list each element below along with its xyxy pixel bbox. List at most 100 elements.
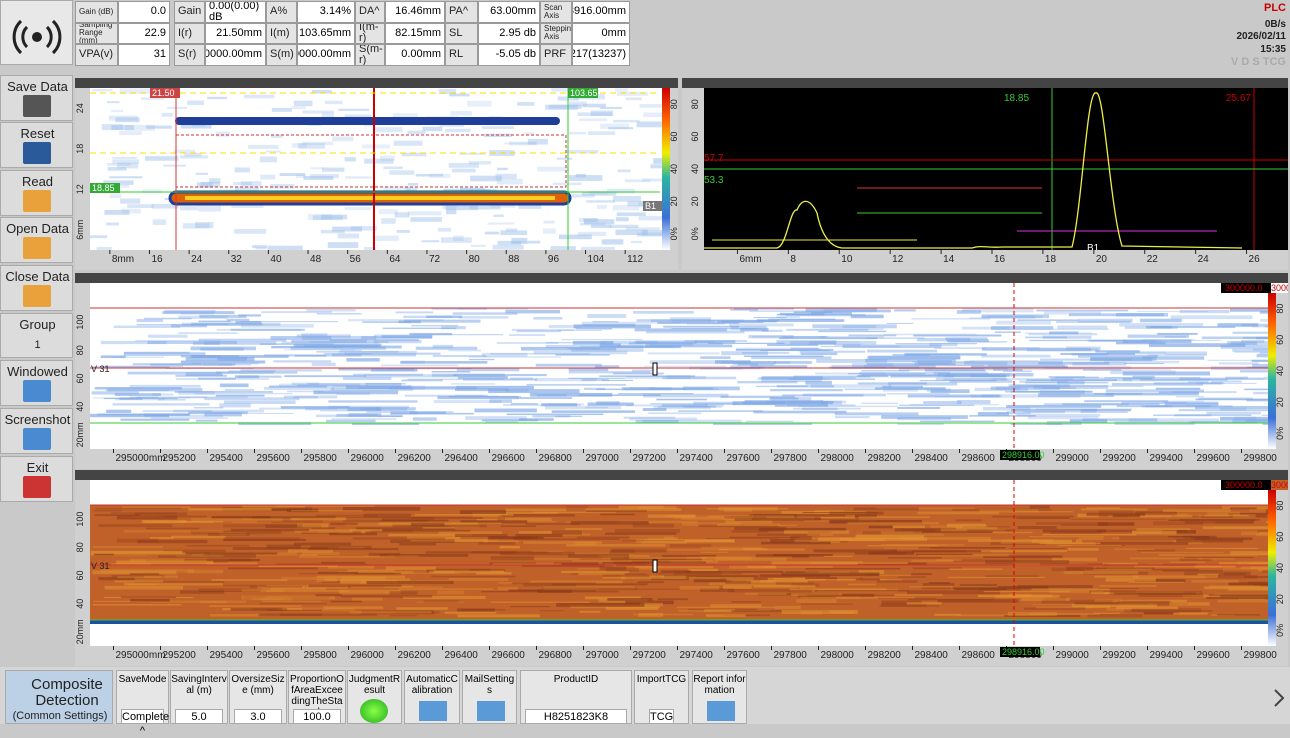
toolbar-item[interactable]: ProportionOfAreaExceedingTheStanda100.0: [288, 670, 346, 724]
x-tick-label: 295800: [304, 650, 338, 661]
sidebar-button[interactable]: Open Data: [0, 217, 73, 263]
panel: 300000.03000V 31295000mm2952002954002956…: [75, 283, 1288, 469]
noise: [235, 375, 259, 378]
x-tick-label: 295400: [210, 453, 244, 464]
next-arrow-icon[interactable]: [1272, 688, 1286, 708]
noise: [122, 209, 141, 214]
noise: [1036, 310, 1128, 312]
noise: [452, 169, 476, 173]
noise: [957, 400, 991, 404]
noise: [1174, 414, 1211, 416]
button-label: Close Data: [1, 269, 74, 284]
toolbar-item[interactable]: AutomaticCalibration: [404, 670, 460, 724]
noise: [431, 576, 515, 578]
noise: [815, 373, 886, 375]
noise: [657, 598, 687, 600]
y-tick-label: 6mm: [75, 220, 85, 240]
noise: [445, 612, 497, 614]
noise: [995, 331, 1021, 332]
sidebar-button[interactable]: Read: [0, 170, 73, 216]
noise: [90, 235, 107, 238]
y-tick-label: 60: [690, 132, 700, 142]
x-tick-label: 297400: [680, 453, 714, 464]
noise: [350, 611, 432, 613]
noise: [602, 239, 624, 244]
noise: [854, 507, 919, 510]
noise: [749, 310, 824, 312]
noise: [557, 158, 572, 160]
noise: [1057, 545, 1121, 546]
noise: [325, 101, 343, 104]
noise: [706, 538, 778, 539]
noise: [345, 176, 372, 178]
top-band: [90, 480, 1270, 505]
noise: [719, 549, 805, 551]
app: Gain (dB)0.0Gain0.00(0.00) dBA%3.14%DA^1…: [0, 0, 1290, 724]
y-tick-label: 80: [75, 542, 85, 552]
noise: [446, 209, 456, 214]
sidebar-button[interactable]: Reset: [0, 122, 73, 168]
toolbar-item[interactable]: SavingInterval (m)5.0: [170, 670, 228, 724]
noise: [395, 311, 433, 313]
noise: [1013, 384, 1070, 387]
param-label: SL: [445, 23, 478, 45]
composite-button[interactable]: Composite Detection(Common Settings): [5, 670, 113, 724]
noise: [386, 566, 436, 569]
noise: [992, 516, 1074, 518]
noise: [725, 581, 751, 584]
sidebar-button[interactable]: Screenshot: [0, 408, 73, 454]
noise: [359, 386, 459, 388]
sidebar-button[interactable]: Close Data: [0, 265, 73, 311]
sidebar-button[interactable]: Exit: [0, 456, 73, 502]
noise: [532, 415, 570, 417]
noise: [802, 408, 838, 411]
toolbar-item[interactable]: OversizeSize (mm)3.0: [229, 670, 287, 724]
noise: [1230, 508, 1257, 510]
noise: [724, 508, 752, 512]
noise: [930, 525, 987, 528]
sidebar-button[interactable]: Save Data: [0, 75, 73, 121]
noise: [858, 516, 930, 518]
sidebar-button[interactable]: Windowed: [0, 360, 73, 406]
noise: [453, 374, 546, 376]
param-label: PA^: [445, 1, 478, 23]
x-tick-label: 112: [627, 254, 643, 265]
x-tick-label: 295800: [304, 453, 338, 464]
noise: [610, 225, 638, 228]
button-icon: [23, 476, 51, 498]
noise: [146, 528, 199, 530]
status-text: V D S TCG: [1231, 56, 1286, 68]
noise: [116, 561, 213, 565]
ruler: [682, 88, 704, 270]
noise: [115, 393, 161, 396]
noise: [748, 335, 793, 338]
status-text: 2026/02/11: [1237, 31, 1287, 42]
toolbar-item[interactable]: MailSettings: [462, 670, 517, 724]
button-icon: [23, 190, 51, 212]
noise: [162, 113, 173, 117]
x-tick-label: 297800: [774, 453, 808, 464]
noise: [615, 529, 681, 533]
noise: [315, 594, 341, 596]
noise: [410, 217, 441, 222]
noise: [1128, 335, 1189, 338]
noise: [919, 363, 948, 366]
noise: [488, 389, 579, 393]
noise: [1051, 567, 1084, 571]
noise: [1169, 561, 1205, 563]
noise: [543, 228, 556, 233]
noise: [423, 527, 455, 528]
x-tick-label: 24: [1198, 254, 1210, 265]
noise: [740, 328, 768, 332]
noise: [929, 582, 950, 584]
noise: [1195, 565, 1236, 567]
toolbar-item[interactable]: JudgmentResult: [347, 670, 402, 724]
toolbar-item[interactable]: Report information: [692, 670, 747, 724]
noise: [985, 576, 1039, 577]
marker: [653, 560, 657, 572]
noise: [856, 535, 924, 539]
